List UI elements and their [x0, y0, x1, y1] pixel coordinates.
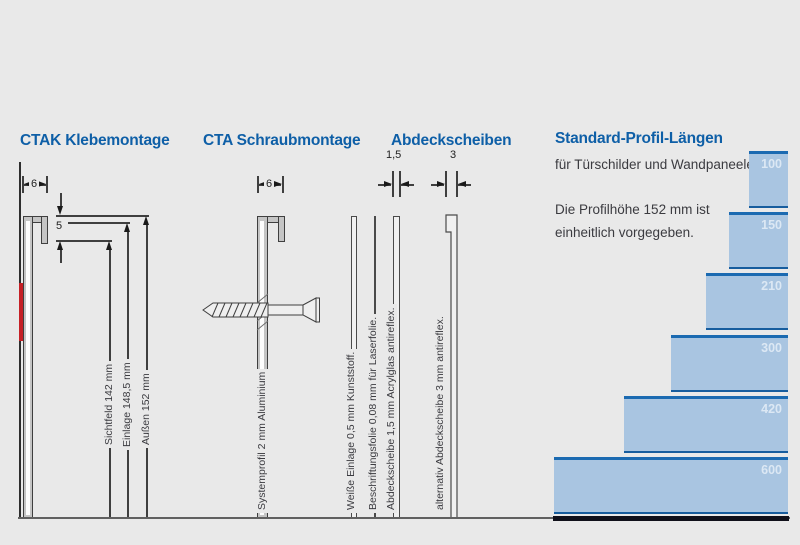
sheet-beschriftungsfolie-label: Beschriftungsfolie 0,08 mm für Laserfoli… — [367, 313, 379, 513]
cta-profile-channel — [260, 221, 264, 515]
ctak-dim5-stem-top — [60, 193, 62, 206]
sheet-einlage-label: Weiße Einlage 0,5 mm Kunststoff. — [345, 348, 357, 513]
cta-profile-label: Systemprofil 2 mm Aluminium — [256, 368, 268, 513]
ctak-ref-aussen — [56, 215, 149, 217]
cta-dim6-tick-right — [282, 176, 284, 193]
ctak-adhesive-tape — [19, 283, 23, 341]
ctak-dim5-value: 5 — [54, 220, 65, 232]
ctak-dim5-arrow-up-icon — [57, 241, 63, 250]
ctak-ref-einlage — [68, 222, 130, 224]
sheet-abdeckscheibe-3 — [445, 214, 458, 519]
cta-dim6-tick-left — [257, 176, 259, 193]
profile-bar-600: 600 — [554, 457, 788, 514]
ctak-ref-sichtfeld — [56, 240, 112, 242]
ctak-dim-aussen-label: Außen 152 mm — [140, 370, 152, 448]
cta-dim6-arrow-right-icon — [274, 181, 282, 187]
cta-heading: CTA Schraubmontage — [203, 132, 361, 149]
profile-bar-label: 420 — [761, 402, 782, 416]
ctak-heading: CTAK Klebemontage — [20, 132, 170, 149]
abdeck-dim15-arrow-right-icon — [384, 181, 392, 187]
standard-note-1: Die Profilhöhe 152 mm ist — [555, 202, 710, 217]
ctak-dim-sichtfeld-label: Sichtfeld 142 mm — [103, 360, 115, 448]
sheet-abdeckscheibe-3-label: alternativ Abdeckscheibe 3 mm antireflex… — [434, 313, 446, 513]
ctak-profile-hook-leg — [41, 216, 48, 244]
standard-heading: Standard-Profil-Längen — [555, 130, 723, 147]
abdeck-dim3-value: 3 — [448, 149, 459, 161]
cta-profile-hook-leg — [278, 216, 285, 242]
profile-bar-label: 600 — [761, 463, 782, 477]
ctak-dim-einlage-label: Einlage 148,5 mm — [121, 359, 133, 450]
profile-bar-210: 210 — [706, 273, 788, 330]
sheet-abdeckscheibe-15-label: Abdeckscheibe 1,5 mm Acrylglas antirefle… — [385, 304, 397, 513]
profile-bar-label: 300 — [761, 341, 782, 355]
abdeck-dim15-arrow-left-icon — [401, 181, 409, 187]
ctak-dim-einlage-arrow-icon — [124, 223, 130, 232]
profile-bar-150: 150 — [729, 212, 788, 269]
abdeck-heading: Abdeckscheiben — [391, 132, 512, 149]
ctak-dim6-value: 6 — [29, 178, 40, 190]
profile-bar-300: 300 — [671, 335, 788, 392]
standard-note-2: einheitlich vorgegeben. — [555, 225, 694, 240]
profile-bar-label: 100 — [761, 157, 782, 171]
ctak-dim5-arrow-down-icon — [57, 206, 63, 215]
ctak-dim-sichtfeld-arrow-icon — [106, 241, 112, 250]
ctak-dim6-arrow-left-icon — [24, 181, 32, 187]
cta-dim6-value: 6 — [264, 178, 275, 190]
profile-bar-label: 150 — [761, 218, 782, 232]
chart-baseline — [553, 516, 789, 521]
abdeck-dim3-tick-right — [456, 171, 458, 197]
profile-bar-100: 100 — [749, 151, 788, 208]
profile-bar-label: 210 — [761, 279, 782, 293]
abdeck-dim15-tick-left — [392, 171, 394, 197]
abdeck-dim3-tick-left — [445, 171, 447, 197]
ctak-dim6-tick-left — [22, 176, 24, 193]
ctak-dim6-arrow-right-icon — [38, 181, 46, 187]
profile-bar-420: 420 — [624, 396, 788, 453]
standard-subtitle: für Türschilder und Wandpaneele — [555, 157, 754, 172]
abdeck-dim15-value: 1,5 — [384, 149, 404, 161]
abdeck-dim3-arrow-right-icon — [437, 181, 445, 187]
ctak-dim5-stem-bottom — [60, 250, 62, 263]
ground-baseline — [18, 517, 790, 519]
cta-dim6-arrow-left-icon — [259, 181, 267, 187]
ctak-dim6-tick-right — [46, 176, 48, 193]
abdeck-dim3-arrow-left-icon — [458, 181, 466, 187]
ctak-dim-aussen-arrow-icon — [143, 216, 149, 225]
abdeck-dim15-tick-right — [399, 171, 401, 197]
ctak-profile-channel — [26, 221, 30, 515]
